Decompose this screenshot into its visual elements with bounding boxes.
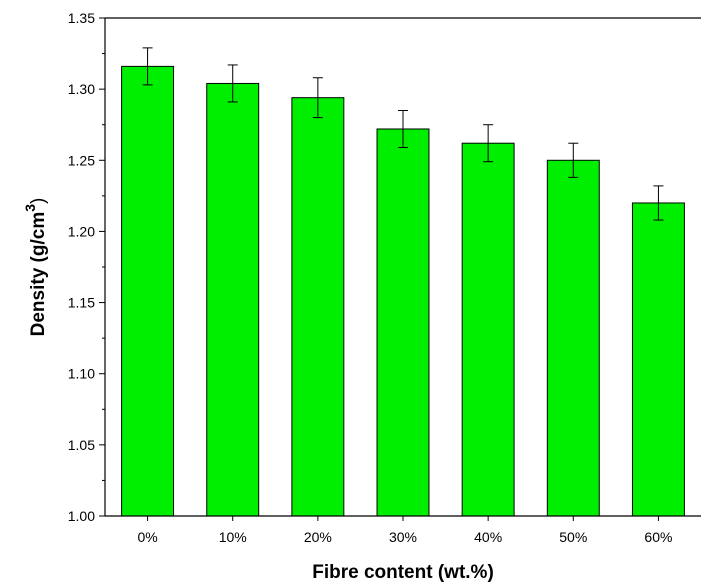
x-tick-label: 50%	[559, 529, 587, 545]
y-axis-title: Density (g/cm3)	[22, 198, 49, 337]
bar-60%	[631, 202, 685, 517]
x-tick-label: 40%	[474, 529, 502, 545]
x-tick-label: 60%	[644, 529, 672, 545]
y-tick-label: 1.15	[68, 295, 95, 311]
y-tick-label: 1.35	[68, 10, 95, 26]
bar-10%	[206, 82, 260, 517]
error-bars-group	[142, 47, 664, 221]
y-tick-label: 1.20	[68, 223, 95, 239]
y-axis: 1.00 1.05 1.10 1.15 1.20 1.25 1.30 1.35	[68, 10, 105, 524]
bar-20%	[291, 97, 345, 517]
y-tick-label: 1.25	[68, 152, 95, 168]
bar-30%	[376, 128, 430, 517]
x-axis: 0% 10% 20% 30% 40% 50% 60%	[137, 516, 672, 545]
bar-40%	[461, 142, 515, 517]
y-axis-title-close: )	[28, 198, 49, 204]
x-tick-label: 0%	[137, 529, 157, 545]
y-tick-label: 1.30	[68, 81, 95, 97]
y-tick-label: 1.10	[68, 366, 95, 382]
bar-0%	[121, 65, 175, 517]
bars-group	[121, 65, 685, 517]
bar-50%	[546, 159, 600, 517]
y-axis-title-superscript: 3	[22, 204, 38, 212]
x-tick-label: 30%	[389, 529, 417, 545]
x-tick-label: 10%	[219, 529, 247, 545]
y-tick-label: 1.05	[68, 437, 95, 453]
y-tick-label: 1.00	[68, 508, 95, 524]
x-axis-title: Fibre content (wt.%)	[312, 562, 494, 583]
y-axis-title-main: Density (g/cm	[28, 212, 49, 337]
x-tick-label: 20%	[304, 529, 332, 545]
